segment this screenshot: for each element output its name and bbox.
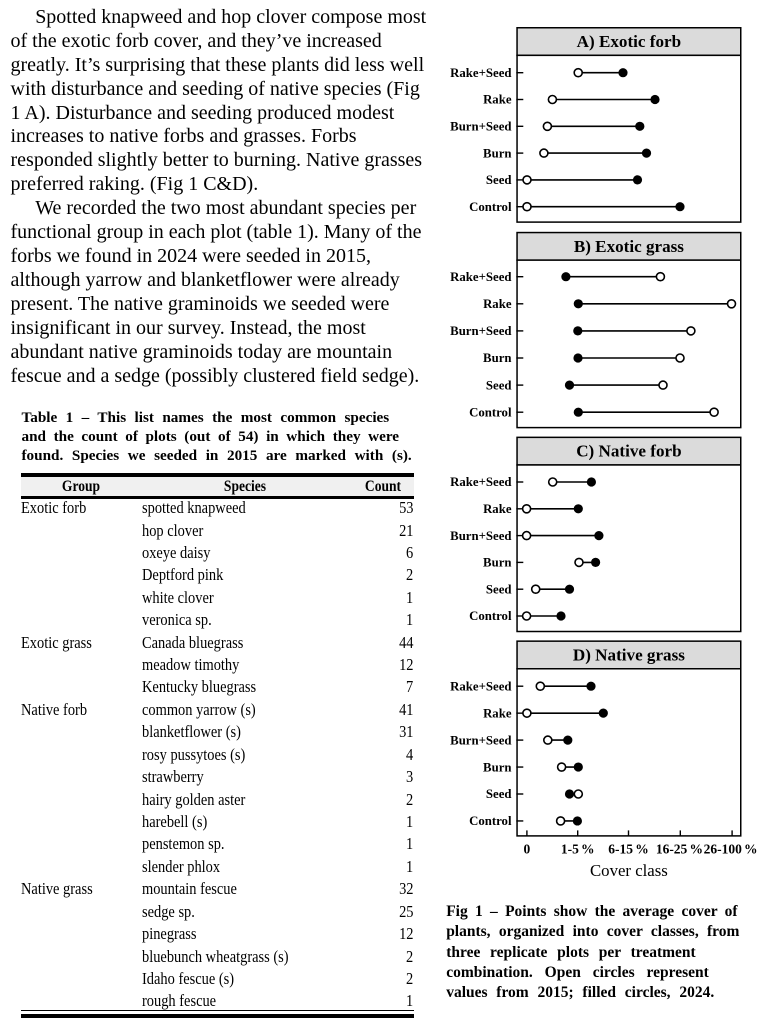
svg-text:D) Native grass: D) Native grass	[573, 646, 685, 665]
svg-text:Control: Control	[469, 405, 512, 419]
svg-text:B) Exotic grass: B) Exotic grass	[574, 237, 684, 256]
svg-text:Control: Control	[469, 814, 512, 828]
svg-text:Rake+Seed: Rake+Seed	[450, 679, 511, 693]
svg-text:Burn: Burn	[483, 760, 511, 774]
svg-text:26-100 %: 26-100 %	[704, 841, 758, 856]
svg-text:Rake: Rake	[483, 93, 512, 107]
svg-text:Rake: Rake	[483, 502, 512, 516]
svg-text:Burn: Burn	[483, 146, 511, 160]
svg-text:Seed: Seed	[486, 582, 512, 596]
svg-text:Rake+Seed: Rake+Seed	[450, 66, 511, 80]
svg-text:6-15 %: 6-15 %	[608, 841, 648, 856]
svg-text:Rake: Rake	[483, 706, 512, 720]
svg-text:A) Exotic forb: A) Exotic forb	[577, 32, 681, 51]
svg-text:Rake+Seed: Rake+Seed	[450, 475, 511, 489]
svg-text:Burn: Burn	[483, 556, 511, 570]
svg-text:Seed: Seed	[486, 787, 512, 801]
svg-text:Burn+Seed: Burn+Seed	[450, 324, 511, 338]
svg-text:16-25 %: 16-25 %	[656, 841, 703, 856]
svg-text:Rake: Rake	[483, 297, 512, 311]
svg-text:Burn+Seed: Burn+Seed	[450, 120, 511, 134]
svg-text:0: 0	[524, 841, 531, 856]
svg-text:Burn: Burn	[483, 351, 511, 365]
svg-text:Control: Control	[469, 609, 512, 623]
svg-text:Rake+Seed: Rake+Seed	[450, 270, 511, 284]
svg-text:Burn+Seed: Burn+Seed	[450, 529, 511, 543]
svg-text:Seed: Seed	[486, 378, 512, 392]
svg-text:Seed: Seed	[486, 173, 512, 187]
svg-text:Control: Control	[469, 200, 512, 214]
svg-text:Burn+Seed: Burn+Seed	[450, 733, 511, 747]
svg-text:C) Native forb: C) Native forb	[576, 442, 681, 461]
svg-text:1-5 %: 1-5 %	[561, 841, 595, 856]
svg-text:Cover class: Cover class	[590, 861, 668, 880]
